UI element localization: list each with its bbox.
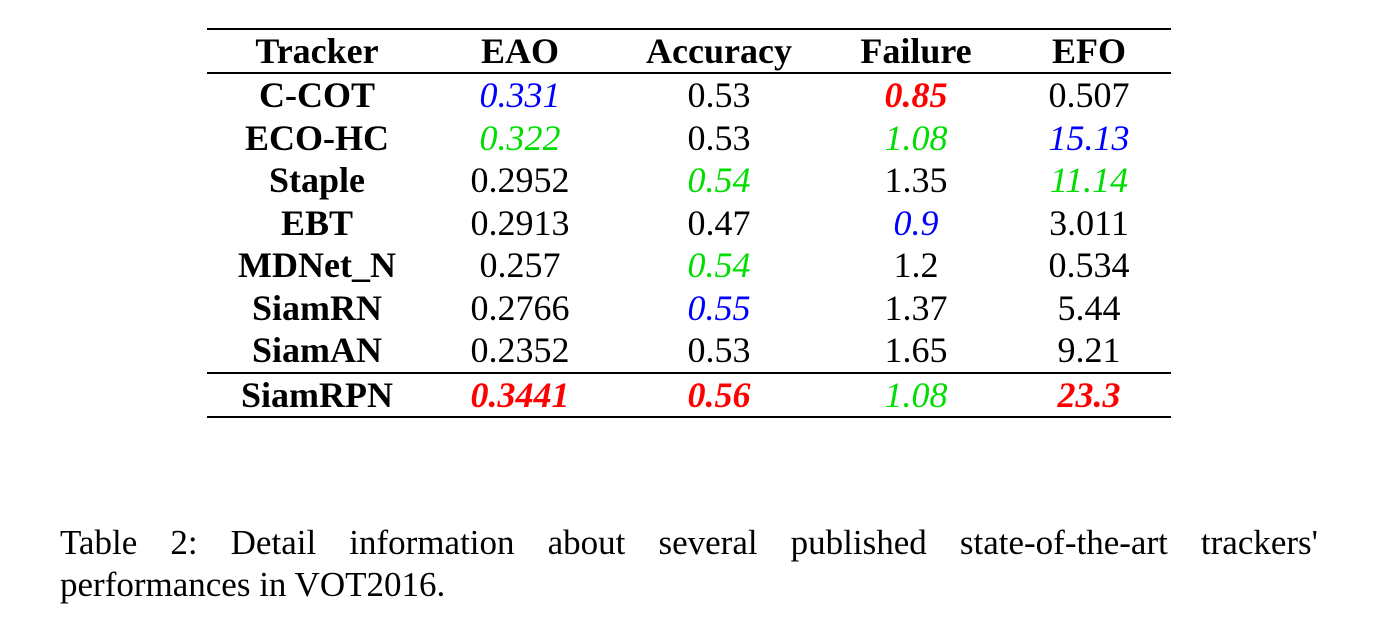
table-caption: Table 2: Detail information about severa… [60,523,1318,604]
accuracy-cell: 0.54 [687,245,751,286]
failure-cell: 1.65 [884,330,948,371]
failure-cell: 1.2 [893,245,939,286]
accuracy-cell: 0.54 [687,160,751,201]
eao-cell: 0.322 [479,117,561,158]
column-header-failure: Failure [860,31,972,71]
column-header-efo: EFO [1051,31,1126,71]
efo-cell: 15.13 [1048,117,1130,158]
efo-cell: 0.507 [1048,75,1130,116]
table-body: C-COT 0.331 0.53 0.85 0.507 ECO-HC 0.322 0.53 1.… [207,73,1171,417]
tracker-name-cell: C-COT [259,75,375,116]
eao-cell: 0.2352 [470,330,570,371]
accuracy-cell: 0.53 [687,75,751,116]
tracker-name-cell: MDNet_N [238,245,396,286]
column-header-accuracy: Accuracy [646,31,792,71]
tracker-name-cell: EBT [280,202,354,243]
eao-cell: 0.2952 [470,160,570,201]
column-header-eao: EAO [480,31,559,71]
efo-cell: 23.3 [1057,374,1121,415]
tracker-name-cell: Staple [268,160,365,201]
failure-cell: 1.37 [884,287,948,328]
eao-cell: 0.2766 [470,287,570,328]
failure-cell: 1.08 [884,374,948,415]
eao-cell: 0.2913 [470,202,570,243]
failure-cell: 1.08 [884,117,948,158]
efo-cell: 5.44 [1057,287,1121,328]
accuracy-cell: 0.56 [687,374,751,415]
efo-cell: 11.14 [1049,160,1129,201]
failure-cell: 1.35 [884,160,948,201]
tracker-name-cell: SiamAN [251,330,382,371]
results-table: Tracker EAO Accuracy Failure EFO C-COT 0.… [207,28,1171,418]
column-header-tracker: Tracker [255,31,379,71]
failure-cell: 0.9 [893,202,939,243]
table-row: SiamRN 0.2766 0.55 1.37 5.44 [207,287,1171,330]
eao-cell: 0.257 [479,245,561,286]
tracker-name-cell: ECO-HC [245,117,389,158]
efo-cell: 3.011 [1049,202,1129,243]
efo-cell: 0.534 [1048,245,1130,286]
tracker-name-cell: SiamRPN [241,374,393,415]
failure-cell: 0.85 [884,75,948,116]
table-row: SiamAN 0.2352 0.53 1.65 9.21 [207,329,1171,373]
accuracy-cell: 0.47 [687,202,751,243]
table-header-row: Tracker EAO Accuracy Failure EFO [207,29,1171,73]
table-row: ECO-HC 0.322 0.53 1.08 15.13 [207,117,1171,160]
table-row: C-COT 0.331 0.53 0.85 0.507 [207,73,1171,117]
accuracy-cell: 0.53 [687,330,751,371]
efo-cell: 9.21 [1057,330,1121,371]
accuracy-cell: 0.55 [687,287,751,328]
table-row-proposed: SiamRPN 0.3441 0.56 1.08 23.3 [207,372,1171,417]
table-row: Staple 0.2952 0.54 1.35 11.14 [207,159,1171,202]
accuracy-cell: 0.53 [687,117,751,158]
eao-cell: 0.331 [479,75,561,116]
eao-cell: 0.3441 [470,374,570,415]
tracker-name-cell: SiamRN [251,287,382,328]
table-row: MDNet_N 0.257 0.54 1.2 0.534 [207,244,1171,287]
table-row: EBT 0.2913 0.47 0.9 3.011 [207,202,1171,245]
